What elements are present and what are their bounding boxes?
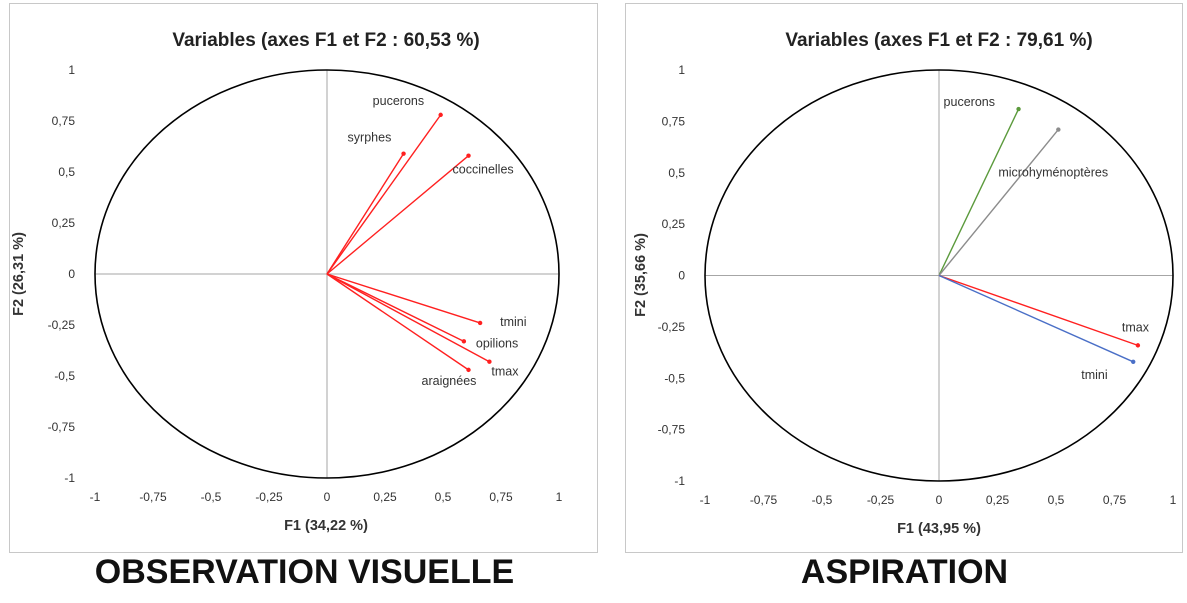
chart-panel-right: Variables (axes F1 et F2 : 79,61 %) F1 (4… bbox=[622, 0, 1187, 603]
vector-syrphes bbox=[326, 153, 405, 275]
y-tick-label: -0,75 bbox=[658, 423, 686, 437]
x-axis-label: F1 (34,22 %) bbox=[284, 518, 368, 534]
x-tick-label: 0,25 bbox=[373, 490, 397, 504]
y-tick-label: 0,25 bbox=[52, 216, 76, 230]
vector-tip-tmini bbox=[477, 320, 483, 326]
x-tick-label: -0,25 bbox=[867, 493, 895, 507]
y-axis-label: F2 (26,31 %) bbox=[11, 232, 27, 316]
y-tick-label: 1 bbox=[678, 63, 685, 77]
vector-tip-microhyménoptères bbox=[1056, 127, 1061, 132]
variable-label: microhyménoptères bbox=[998, 166, 1108, 180]
x-tick-label: 1 bbox=[556, 490, 563, 504]
vector-pucerons bbox=[326, 114, 442, 275]
vector-tmax bbox=[326, 273, 490, 363]
y-tick-label: 0 bbox=[68, 267, 75, 281]
vector-tip-coccinelles bbox=[466, 153, 471, 158]
y-tick-label: 0,5 bbox=[668, 166, 685, 180]
correlation-circle-chart-right: Variables (axes F1 et F2 : 79,61 %) F1 (4… bbox=[633, 30, 1177, 537]
y-tick-label: -0,25 bbox=[48, 318, 76, 332]
y-tick-label: 0,75 bbox=[52, 114, 76, 128]
variable-label: pucerons bbox=[373, 94, 424, 108]
variable-label: coccinelles bbox=[453, 163, 514, 177]
x-tick-label: 0 bbox=[324, 490, 331, 504]
x-tick-label: 1 bbox=[1170, 493, 1177, 507]
y-tick-label: 1 bbox=[68, 63, 75, 77]
x-tick-label: 0,75 bbox=[489, 490, 513, 504]
variable-label: opilions bbox=[476, 336, 518, 350]
variable-label: syrphes bbox=[348, 131, 392, 145]
vector-tip-tmax bbox=[487, 359, 492, 364]
chart-panel-left: Variables (axes F1 et F2 : 60,53 %) F1 (3… bbox=[6, 0, 603, 603]
vector-coccinelles bbox=[326, 155, 469, 275]
variable-label: tmini bbox=[1081, 368, 1107, 382]
x-tick-label: -0,25 bbox=[255, 490, 283, 504]
y-tick-label: 0 bbox=[678, 269, 685, 283]
vector-tip-pucerons bbox=[438, 112, 443, 118]
x-tick-label: 0,5 bbox=[1048, 493, 1065, 507]
y-tick-label: -0,5 bbox=[54, 369, 75, 383]
variable-label: tmini bbox=[500, 315, 526, 329]
chart-frame-right bbox=[625, 3, 1183, 553]
chart-title: Variables (axes F1 et F2 : 60,53 %) bbox=[172, 30, 479, 51]
variable-label: tmax bbox=[491, 365, 519, 379]
vector-pucerons bbox=[938, 108, 1020, 276]
vector-tip-araignées bbox=[466, 367, 471, 373]
vector-tip-opilions bbox=[461, 339, 467, 344]
variable-label: pucerons bbox=[944, 95, 995, 109]
vector-tip-syrphes bbox=[401, 151, 406, 156]
x-tick-label: 0,25 bbox=[986, 493, 1010, 507]
vector-tmini bbox=[938, 274, 1134, 363]
variable-label: tmax bbox=[1122, 320, 1150, 334]
y-tick-label: -0,25 bbox=[658, 320, 686, 334]
chart-caption-left: OBSERVATION VISUELLE bbox=[94, 553, 515, 591]
correlation-circle-chart-left: Variables (axes F1 et F2 : 60,53 %) F1 (3… bbox=[11, 30, 563, 534]
x-tick-label: -1 bbox=[90, 490, 101, 504]
vector-opilions bbox=[326, 273, 465, 342]
x-tick-label: -0,75 bbox=[750, 493, 778, 507]
chart-caption-right: ASPIRATION bbox=[800, 553, 1009, 591]
vector-tmax bbox=[938, 274, 1139, 347]
x-tick-label: -1 bbox=[700, 493, 711, 507]
vector-microhyménoptères bbox=[938, 129, 1059, 276]
y-tick-label: -1 bbox=[674, 474, 685, 488]
y-axis-label: F2 (35,66 %) bbox=[633, 233, 649, 317]
vector-tip-tmini bbox=[1131, 359, 1136, 365]
x-tick-label: 0 bbox=[936, 493, 943, 507]
x-tick-label: -0,5 bbox=[812, 493, 833, 507]
chart-title: Variables (axes F1 et F2 : 79,61 %) bbox=[785, 30, 1092, 51]
vector-tip-tmax bbox=[1135, 343, 1141, 348]
unit-circle bbox=[704, 69, 1174, 482]
y-tick-label: -1 bbox=[64, 471, 75, 485]
y-tick-label: -0,5 bbox=[664, 371, 685, 385]
vector-tip-pucerons bbox=[1016, 106, 1021, 112]
vector-tmini bbox=[326, 273, 481, 324]
x-tick-label: -0,75 bbox=[139, 490, 167, 504]
chart-frame-left bbox=[9, 3, 598, 553]
y-tick-label: -0,75 bbox=[48, 420, 76, 434]
vector-araignées bbox=[326, 273, 469, 371]
variable-label: araignées bbox=[422, 374, 477, 388]
x-axis-label: F1 (43,95 %) bbox=[897, 521, 981, 537]
x-tick-label: -0,5 bbox=[201, 490, 222, 504]
x-tick-label: 0,75 bbox=[1103, 493, 1127, 507]
y-tick-label: 0,5 bbox=[58, 165, 75, 179]
y-tick-label: 0,75 bbox=[662, 114, 686, 128]
y-tick-label: 0,25 bbox=[662, 217, 686, 231]
x-tick-label: 0,5 bbox=[435, 490, 452, 504]
unit-circle bbox=[94, 69, 560, 479]
